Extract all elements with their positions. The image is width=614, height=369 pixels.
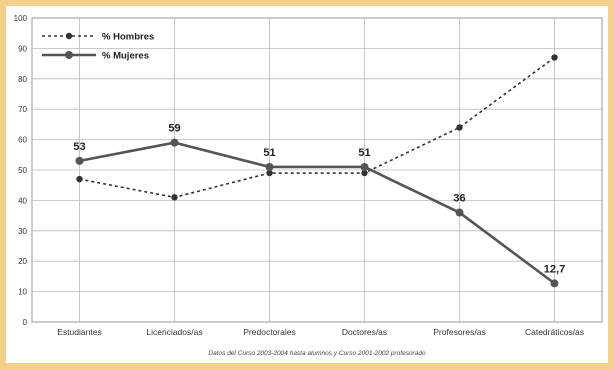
data-label: 36 [453, 193, 465, 205]
y-tick-label: 50 [18, 166, 27, 175]
chart-footnote: Datos del Curso 2003-2004 hasta alumnos … [208, 350, 426, 357]
x-tick-label: Catedráticos/as [525, 327, 584, 337]
x-tick-label: Estudiantes [57, 327, 101, 337]
y-tick-label: 30 [18, 227, 27, 236]
y-tick-label: 70 [18, 105, 27, 114]
legend-label-mujeres: % Mujeres [102, 51, 149, 62]
data-point-mujeres [550, 279, 559, 288]
series-line-hombres [79, 56, 555, 199]
y-tick-label: 10 [18, 288, 27, 297]
y-tick-label: 60 [18, 136, 27, 145]
legend-marker-mujeres [65, 51, 73, 59]
data-point-mujeres [75, 156, 84, 165]
y-tick-label: 80 [18, 75, 27, 84]
y-tick-label: 100 [14, 14, 28, 23]
x-tick-label: Predoctorales [243, 327, 295, 337]
data-label: 12,7 [544, 263, 565, 275]
data-point-hombres [551, 54, 558, 61]
chart-frame: 0 10 20 30 40 50 60 70 80 90 100 Estudiantes Licenci… [6, 6, 608, 363]
y-tick-label: 0 [23, 318, 28, 327]
data-point-hombres [456, 124, 463, 131]
data-point-hombres [361, 169, 368, 177]
legend-marker-hombres [65, 32, 73, 40]
y-tick-label: 20 [18, 257, 27, 266]
data-point-mujeres [170, 138, 179, 147]
data-point-mujeres [455, 208, 464, 217]
series-line-mujeres [79, 141, 556, 285]
data-point-mujeres [360, 162, 369, 171]
data-point-hombres [171, 194, 178, 201]
y-tick-label: 40 [18, 196, 27, 205]
line-chart: 0 10 20 30 40 50 60 70 80 90 100 Estudiantes Licenci… [14, 14, 603, 357]
data-point-hombres [76, 175, 83, 183]
legend-label-hombres: % Hombres [102, 32, 154, 43]
data-point-mujeres [265, 162, 274, 171]
data-point-hombres [266, 169, 273, 177]
x-tick-label: Licenciados/as [146, 327, 202, 337]
data-label: 59 [168, 123, 180, 135]
x-tick-label: Profesores/as [433, 327, 485, 337]
y-tick-label: 90 [18, 44, 27, 53]
data-label: 53 [73, 141, 85, 153]
data-label: 51 [263, 147, 275, 159]
x-tick-label: Doctores/as [342, 327, 387, 337]
data-label: 51 [358, 147, 370, 159]
